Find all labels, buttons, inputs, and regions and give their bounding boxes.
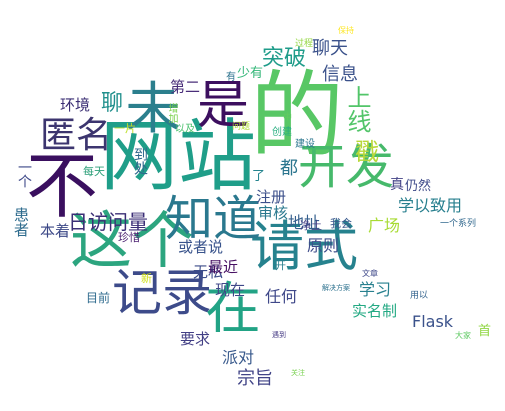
word-renhe: 任何: [265, 287, 298, 306]
word-zhege: 这个: [70, 204, 195, 277]
word-xianzai: 现在: [215, 281, 246, 299]
word-shimingzhi: 实名制: [352, 302, 398, 320]
word-daochu: 到处: [132, 147, 148, 175]
word-muqian: 目前: [86, 291, 111, 305]
word-liaotian: 聊天: [312, 38, 348, 59]
word-yongyi: 用以: [410, 291, 429, 301]
word-guangchang: 广场: [368, 216, 401, 235]
word-shenhe: 审核: [258, 204, 289, 222]
word-de: 的: [250, 62, 345, 171]
word-xinxi: 信息: [322, 64, 358, 85]
word-zhuce: 注册: [256, 188, 287, 206]
word-baochi: 保持: [338, 26, 354, 35]
word-shi: 是: [197, 76, 250, 136]
word-benzhe: 本着: [40, 222, 71, 240]
word-shangxian: 上线: [343, 85, 371, 133]
word-xin: 新: [141, 272, 152, 285]
word-yudao: 遇到: [272, 331, 286, 339]
word-zongzhi: 宗旨: [237, 368, 273, 389]
word-kaifa: 开发: [298, 139, 395, 195]
word-yige: 一个: [16, 160, 32, 188]
word-kai: 开: [275, 259, 286, 272]
word-yipian: 一片: [114, 122, 136, 135]
word-zengjia: 增加: [166, 103, 177, 123]
word-guanzhu: 关注: [291, 369, 305, 377]
word-guocheng: 过程: [295, 39, 314, 49]
word-wei: 未: [125, 77, 181, 142]
word-dou: 都: [280, 158, 298, 179]
word-jianshe: 建设: [295, 139, 315, 150]
word-rifangwenliang: 日访问量: [68, 210, 148, 234]
word-chuo: 戳: [355, 138, 379, 166]
word-le: 了: [252, 169, 266, 184]
word-tupo: 突破: [262, 46, 307, 71]
word-huozheshuo: 或者说: [178, 238, 224, 256]
word-liao: 聊: [101, 91, 124, 116]
word-you: 有: [226, 72, 236, 83]
word-shou: 首: [478, 324, 492, 339]
word-chuangjian: 创建: [272, 127, 292, 138]
word-yiji: 以及: [175, 124, 195, 135]
word-flask: Flask: [412, 312, 454, 331]
word-yaoqiu: 要求: [180, 330, 211, 348]
word-huanzhe: 患者: [12, 207, 30, 237]
word-jilu: 记录: [112, 264, 212, 322]
word-shaoyou: 少有: [237, 66, 264, 81]
word-dier: 第二: [170, 78, 201, 96]
word-wangzhan: 网站: [100, 112, 257, 202]
word-zai: 在: [205, 277, 261, 342]
word-xuexi: 学习: [359, 280, 392, 299]
word-jiejuefangan: 解决方案: [322, 284, 350, 292]
word-zhong: 中: [283, 113, 293, 123]
word-wohui: 我会: [330, 217, 352, 230]
word-huanjing: 环境: [60, 96, 91, 114]
word-yuanze: 原则: [307, 236, 340, 255]
word-rengran: 仍然: [405, 179, 432, 194]
word-zhenxi: 珍惜: [118, 231, 140, 244]
word-dajia: 大家: [455, 331, 471, 340]
word-paidui: 派对: [222, 348, 255, 367]
word-qingshi: 请式: [250, 215, 358, 278]
word-wenti: 问题: [232, 122, 251, 132]
word-bu: 不: [26, 144, 99, 228]
word-zhidao: 知道: [165, 191, 262, 247]
word-wenzhang: 文章: [362, 269, 378, 278]
word-meitian: 每天: [83, 165, 105, 178]
word-zhen: 真: [390, 177, 404, 193]
word-niming: 匿名: [40, 115, 113, 156]
word-zuijin: 最近: [208, 258, 239, 276]
word-yigexilie: 一个系列: [440, 219, 477, 229]
word-dizhi: 地址: [288, 213, 321, 232]
word-wusi: 无私: [193, 263, 224, 281]
word-xueyizhiyong: 学以致用: [398, 196, 463, 215]
word-jingtu: 净土: [300, 219, 322, 232]
